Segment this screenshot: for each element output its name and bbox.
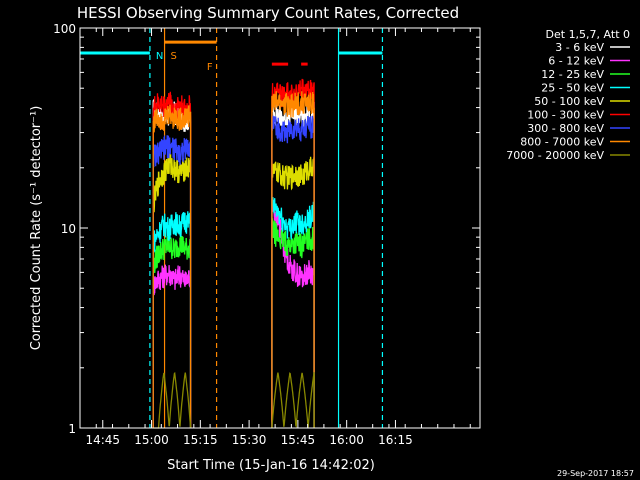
series-line (271, 372, 315, 429)
y-tick-label: 1 (68, 422, 76, 436)
y-tick-label: 100 (53, 22, 76, 36)
legend-title: Det 1,5,7, Att 0 (546, 28, 630, 41)
legend-label: 800 - 7000 keV (520, 136, 604, 149)
legend-label: 3 - 6 keV (555, 41, 604, 54)
series-line (152, 104, 192, 428)
x-tick-label: 15:30 (232, 433, 267, 447)
legend-label: 100 - 300 keV (527, 109, 604, 122)
chart-title: HESSI Observing Summary Count Rates, Cor… (77, 4, 459, 22)
marker-label: N (156, 51, 163, 62)
series-line (271, 199, 315, 428)
series-line (153, 371, 192, 429)
series-line (152, 235, 192, 428)
series-line (152, 153, 192, 428)
x-axis-label: Start Time (15-Jan-16 14:42:02) (167, 458, 375, 473)
legend-label: 300 - 800 keV (527, 122, 604, 135)
legend-label: 12 - 25 keV (541, 68, 604, 81)
x-tick-label: 16:15 (378, 433, 413, 447)
series-line (152, 91, 192, 428)
series-line (152, 264, 192, 428)
legend-label: 25 - 50 keV (541, 82, 604, 95)
series-line (271, 115, 315, 428)
series-line (271, 156, 315, 428)
x-tick-label: 14:45 (85, 433, 120, 447)
x-tick-label: 15:45 (281, 433, 316, 447)
marker-label: F (207, 62, 213, 73)
y-axis-label: Corrected Count Rate (s⁻¹ detector⁻¹) (29, 106, 44, 351)
marker-label: S (171, 51, 177, 62)
x-tick-label: 15:15 (183, 433, 218, 447)
legend-label: 6 - 12 keV (548, 55, 604, 68)
x-tick-label: 16:00 (329, 433, 364, 447)
series-line (152, 134, 192, 428)
x-tick-label: 15:00 (134, 433, 169, 447)
legend-label: 50 - 100 keV (534, 95, 604, 108)
series-line (271, 91, 315, 428)
series-line (152, 211, 192, 428)
y-tick-label: 10 (61, 222, 76, 236)
series-line (271, 218, 315, 428)
series-line (271, 196, 315, 428)
legend-label: 7000 - 20000 keV (506, 149, 604, 162)
footer-date: 29-Sep-2017 18:57 (557, 469, 634, 478)
series-line (271, 78, 315, 428)
